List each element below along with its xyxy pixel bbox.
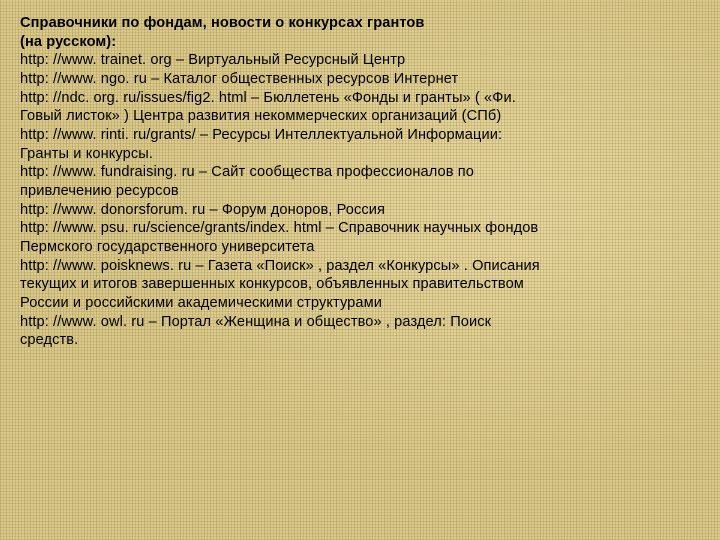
body-line: http: //www. rinti. ru/grants/ – Ресурсы…: [20, 126, 545, 163]
body-line: http: //www. donorsforum. ru – Форум дон…: [20, 201, 545, 220]
slide-text-block: Справочники по фондам, новости о конкурс…: [20, 14, 545, 350]
slide-title-line-1: Справочники по фондам, новости о конкурс…: [20, 14, 545, 33]
slide-title-line-2: (на русском):: [20, 33, 545, 52]
body-line: http: //ndc. org. ru/issues/fig2. html –…: [20, 89, 545, 126]
body-line: http: //www. trainet. org – Виртуальный …: [20, 51, 545, 70]
body-line: http: //www. ngo. ru – Каталог обществен…: [20, 70, 545, 89]
body-line: http: //www. fundraising. ru – Сайт сооб…: [20, 163, 545, 200]
body-line: http: //www. owl. ru – Портал «Женщина и…: [20, 313, 545, 350]
body-line: http: //www. poisknews. ru – Газета «Пои…: [20, 257, 545, 313]
body-line: http: //www. psu. ru/science/grants/inde…: [20, 219, 545, 256]
